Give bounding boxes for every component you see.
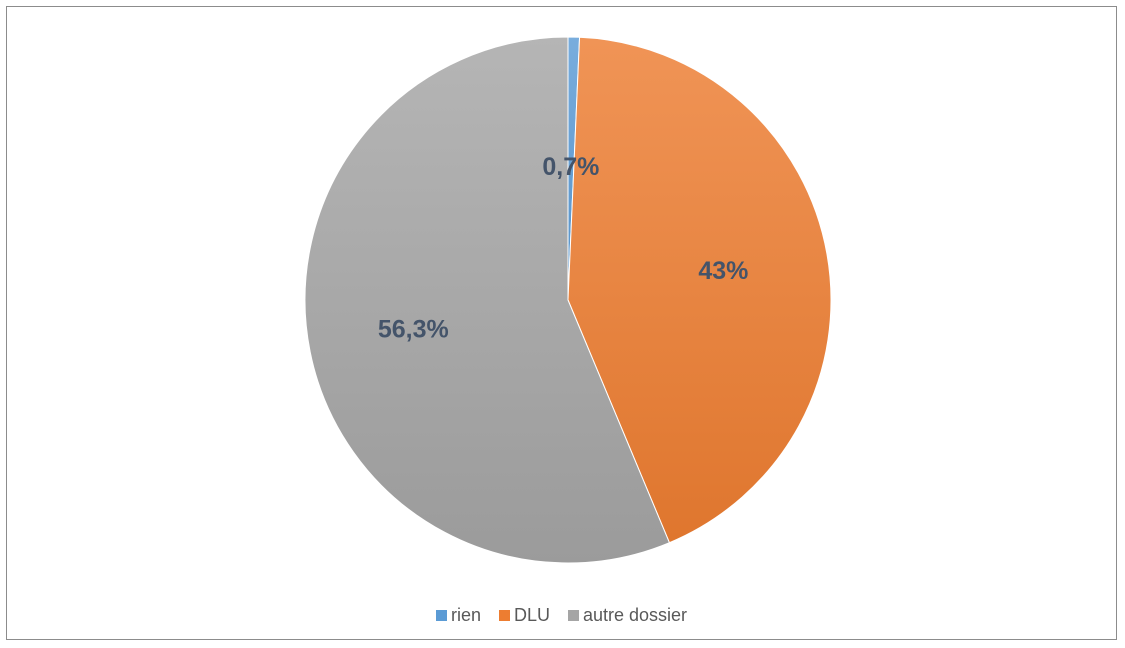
legend-swatch — [567, 610, 579, 621]
pie-slice-autre-dossier — [304, 36, 671, 564]
legend-label: DLU — [513, 605, 550, 625]
legend-item-dlu: DLU — [498, 605, 550, 626]
data-label-dlu: 43% — [698, 257, 748, 285]
data-label-rien: 0,7% — [542, 153, 599, 181]
pie-data-labels: 0,7% 43% 56,3% — [378, 153, 749, 343]
legend-item-rien: rien — [435, 605, 481, 626]
data-label-autre-dossier: 56,3% — [378, 316, 449, 344]
legend-swatch — [435, 610, 447, 621]
pie-slices — [304, 36, 832, 564]
legend-item-autre-dossier: autre dossier — [567, 605, 688, 626]
chart-area: 0,7% 43% 56,3% rien DLU autre dossier — [6, 6, 1117, 640]
legend-label: rien — [450, 605, 481, 625]
legend-swatch — [498, 610, 510, 621]
pie-slice-dlu — [567, 36, 832, 544]
chart-legend: rien DLU autre dossier — [7, 605, 1116, 626]
pie-chart: 0,7% 43% 56,3% — [304, 36, 832, 564]
legend-label: autre dossier — [582, 605, 688, 625]
